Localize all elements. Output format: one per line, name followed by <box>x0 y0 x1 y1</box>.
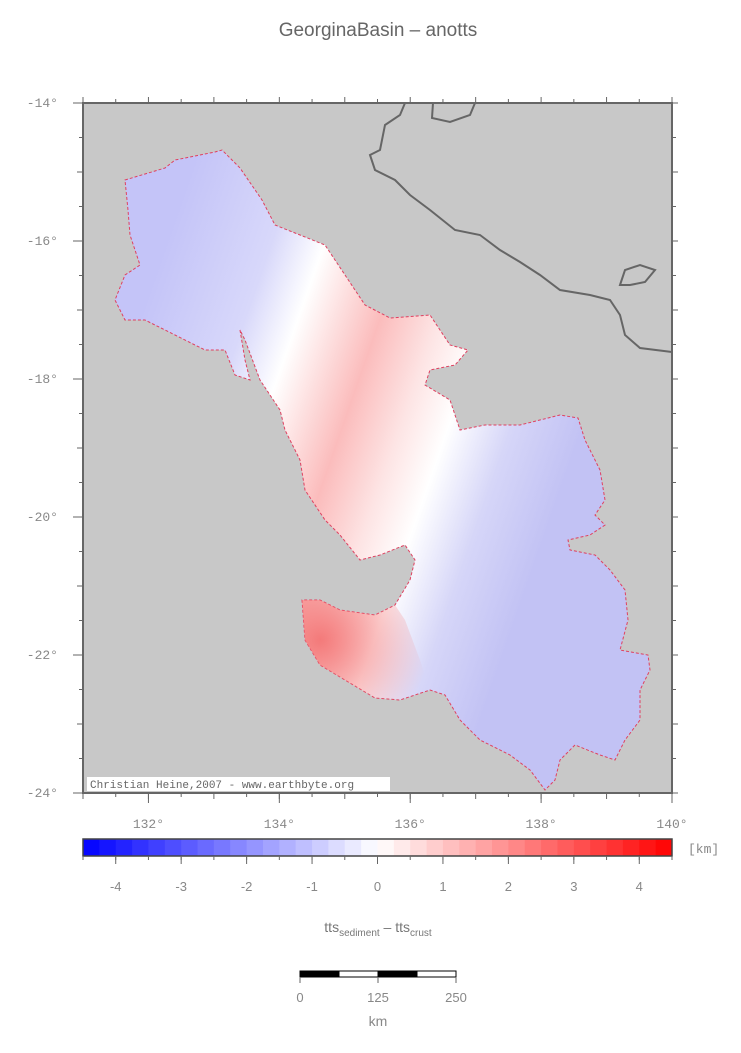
y-tick-label: -14° <box>27 96 58 111</box>
colorbar-cell <box>622 839 640 856</box>
label-part: – tts <box>380 919 410 935</box>
colorbar-cell <box>132 839 149 856</box>
colorbar-tick-label: 3 <box>570 879 577 894</box>
colorbar-cell <box>639 839 657 856</box>
basin-field <box>114 149 651 791</box>
map-title: GeorginaBasin – anotts <box>279 20 478 41</box>
colorbar-tick-label: -3 <box>175 879 187 894</box>
colorbar-cell <box>213 839 231 856</box>
colorbar-cell <box>246 839 264 856</box>
scale-segment <box>416 970 457 978</box>
y-tick-label: -24° <box>27 786 58 801</box>
colorbar-cell <box>410 839 428 856</box>
colorbar-cell <box>541 839 558 856</box>
colorbar-cell <box>655 839 673 856</box>
scale-unit: km <box>369 1013 388 1029</box>
colorbar-cell <box>377 839 395 856</box>
y-tick-label: -22° <box>27 648 58 663</box>
label-part: tts <box>324 919 339 935</box>
x-tick-label: 132° <box>133 817 164 832</box>
colorbar-cell <box>148 839 166 856</box>
colorbar-cell <box>197 839 215 856</box>
colorbar-cell <box>328 839 346 856</box>
colorbar-cell <box>262 839 280 856</box>
scale-tick-label: 125 <box>367 990 389 1005</box>
colorbar-cell <box>115 839 133 856</box>
coastline <box>368 103 672 353</box>
colorbar-cell <box>164 839 182 856</box>
colorbar-cell <box>606 839 624 856</box>
scale-segment <box>338 970 379 978</box>
x-tick-label: 136° <box>395 817 426 832</box>
colorbar-cell <box>508 839 526 856</box>
colorbar-cell <box>181 839 199 856</box>
colorbar-label: ttssediment – ttscrust <box>324 919 432 939</box>
colorbar-cell <box>524 839 542 856</box>
colorbar-tick-label: -2 <box>241 879 253 894</box>
colorbar-cell <box>295 839 313 856</box>
y-tick-label: -18° <box>27 372 58 387</box>
colorbar-cell <box>279 839 297 856</box>
x-tick-label: 134° <box>264 817 295 832</box>
colorbar-tick-label: 4 <box>636 879 643 894</box>
scale-tick-label: 250 <box>445 990 467 1005</box>
colorbar-cell <box>393 839 411 856</box>
colorbar-tick-label: 2 <box>505 879 512 894</box>
colorbar-unit: [km] <box>688 842 719 857</box>
colorbar-tick-label: 0 <box>374 879 381 894</box>
x-tick-label: 140° <box>656 817 687 832</box>
colorbar-cell <box>590 839 608 856</box>
scale-segment <box>377 970 418 978</box>
label-sub: sediment <box>339 928 380 939</box>
colorbar-cell <box>99 839 117 856</box>
map-area <box>83 103 672 793</box>
x-tick-label: 138° <box>526 817 557 832</box>
colorbar-cell <box>312 839 329 856</box>
y-tick-label: -20° <box>27 510 58 525</box>
colorbar-cell <box>426 839 444 856</box>
colorbar-cell <box>442 839 460 856</box>
colorbar-cell <box>361 839 378 856</box>
colorbar-cell <box>83 839 100 856</box>
credit: Christian Heine,2007 - www.earthbyte.org <box>90 780 354 792</box>
y-tick-label: -16° <box>27 234 58 249</box>
colorbar-cell <box>573 839 591 856</box>
basin-high <box>302 600 430 700</box>
colorbar-cell <box>344 839 362 856</box>
label-sub: crust <box>410 928 432 939</box>
scale-segment <box>299 970 340 978</box>
credit-box <box>87 777 390 791</box>
colorbar-cell <box>492 839 509 856</box>
colorbar-tick-label: -4 <box>110 879 122 894</box>
colorbar-tick-label: 1 <box>439 879 446 894</box>
colorbar-cell <box>230 839 248 856</box>
colorbar-cell <box>459 839 477 856</box>
scale-tick-label: 0 <box>296 990 303 1005</box>
colorbar-tick-label: -1 <box>306 879 318 894</box>
colorbar-cell <box>475 839 493 856</box>
colorbar-cell <box>557 839 575 856</box>
